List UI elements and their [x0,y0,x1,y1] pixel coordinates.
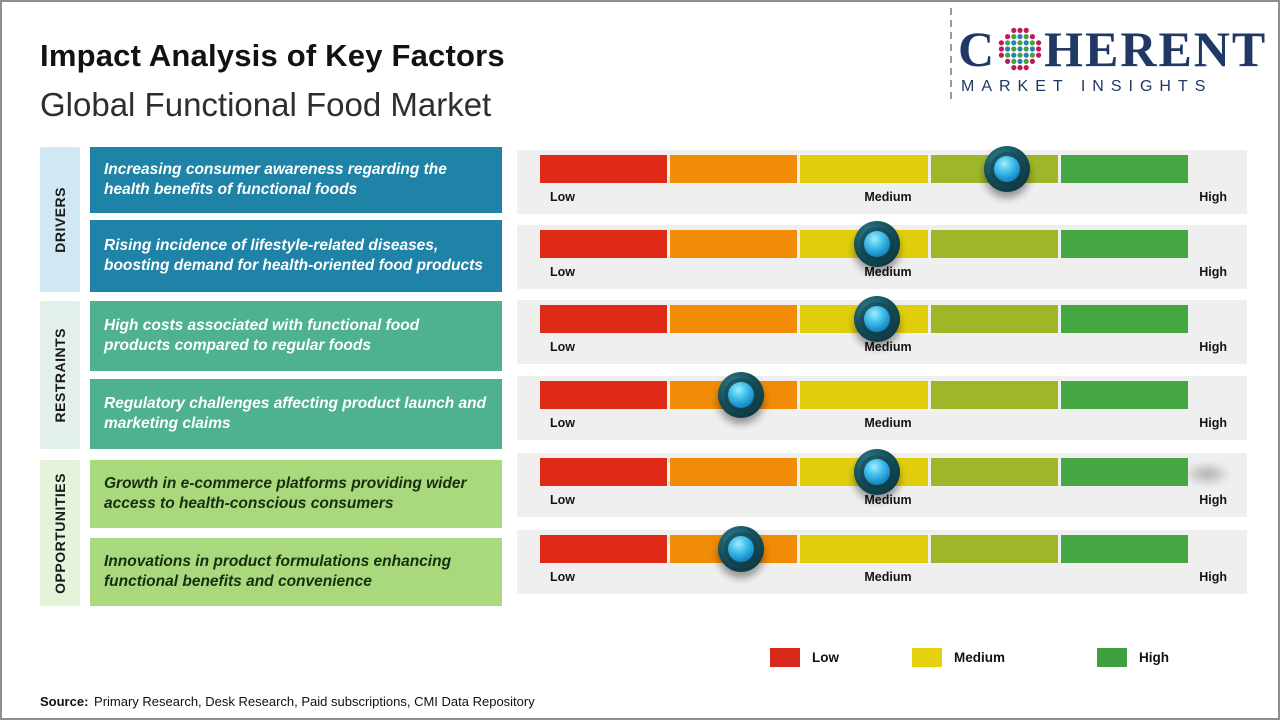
gauge-segment-2 [670,458,798,486]
legend-item-high: High [1097,648,1169,667]
scale-label-low: Low [550,190,575,204]
impact-marker [853,296,900,342]
category-strip-opportunities: OPPORTUNITIES [40,460,80,606]
gauge-segment-3 [800,155,928,183]
factor-box: High costs associated with functional fo… [90,301,502,371]
legend-label: High [1139,650,1169,665]
legend-label: Low [812,650,839,665]
gauge-segment-5 [1060,305,1188,333]
brand-logo: C HERENT MARKET INSIGHTS [958,24,1268,96]
scale-label-low: Low [550,493,575,507]
scale-label-low: Low [550,340,575,354]
category-strip-drivers: DRIVERS [40,147,80,292]
scale-label-low: Low [550,416,575,430]
source-text: Primary Research, Desk Research, Paid su… [90,694,535,709]
gauge-segment-1 [540,535,668,563]
legend-item-medium: Medium [912,648,1005,667]
gauge-segment-5 [1060,535,1188,563]
header-divider [950,8,952,102]
gauge-segment-1 [540,458,668,486]
scale-label-medium: Medium [864,493,912,507]
category-label-opportunities: OPPORTUNITIES [52,472,68,594]
brand-wordmark: C HERENT [958,24,1268,74]
factor-text: Growth in e-commerce platforms providing… [104,474,467,512]
legend-item-low: Low [770,648,839,667]
category-strip-restraints: RESTRAINTS [40,301,80,449]
factor-text: Regulatory challenges affecting product … [104,394,487,432]
brand-tagline: MARKET INSIGHTS [961,78,1213,95]
source-label: Source: [40,694,89,709]
impact-gauge: Low Medium High [517,296,1247,364]
impact-marker [853,221,900,267]
legend-swatch-low [770,648,800,667]
gauge-segment-3 [800,535,928,563]
scale-label-low: Low [550,265,575,279]
factor-box: Growth in e-commerce platforms providing… [90,460,502,528]
factor-text: Innovations in product formulations enha… [104,552,452,590]
impact-gauge: Low Medium High [517,372,1247,440]
gauge-segment-4 [930,305,1058,333]
gauge-segment-1 [540,305,668,333]
impact-gauge: Low Medium High [517,146,1247,214]
factor-text: Increasing consumer awareness regarding … [104,160,447,198]
factor-box: Increasing consumer awareness regarding … [90,147,502,213]
impact-marker [717,372,764,418]
gauge-segment-1 [540,381,668,409]
factor-text: Rising incidence of lifestyle-related di… [104,236,483,274]
gauge-segment-5 [1060,458,1188,486]
gauge-segment-4 [930,381,1058,409]
scale-label-medium: Medium [864,265,912,279]
scale-label-high: High [1199,570,1227,584]
scale-label-medium: Medium [864,416,912,430]
gauge-segment-4 [930,230,1058,258]
source-note: Source: Primary Research, Desk Research,… [40,694,535,709]
brand-text-prefix: C [958,21,997,77]
gauge-segment-5 [1060,230,1188,258]
gauge-segment-3 [800,381,928,409]
gauge-segment-2 [670,230,798,258]
scale-label-medium: Medium [864,570,912,584]
scale-label-high: High [1199,416,1227,430]
scale-label-low: Low [550,570,575,584]
scale-label-high: High [1199,190,1227,204]
shadow-artifact [1183,461,1231,487]
impact-marker [853,449,900,495]
legend-swatch-high [1097,648,1127,667]
scale-label-high: High [1199,493,1227,507]
page-title: Impact Analysis of Key Factors [40,38,505,73]
brand-text-suffix: HERENT [1044,21,1268,77]
gauge-segment-2 [670,155,798,183]
gauge-segment-4 [930,535,1058,563]
gauge-segment-5 [1060,155,1188,183]
legend-label: Medium [954,650,1006,665]
impact-gauge: Low Medium High [517,526,1247,594]
category-label-restraints: RESTRAINTS [52,327,68,423]
factor-text: High costs associated with functional fo… [104,316,420,354]
scale-label-medium: Medium [864,190,912,204]
gauge-segment-4 [930,458,1058,486]
factor-box: Regulatory challenges affecting product … [90,379,502,449]
legend-swatch-medium [912,648,942,667]
factor-box: Innovations in product formulations enha… [90,538,502,606]
impact-gauge: Low Medium High [517,449,1247,517]
factor-box: Rising incidence of lifestyle-related di… [90,220,502,292]
page-subtitle: Global Functional Food Market [40,86,492,123]
gauge-segment-1 [540,155,668,183]
scale-label-medium: Medium [864,340,912,354]
impact-marker [983,146,1030,192]
impact-gauge: Low Medium High [517,221,1247,289]
gauge-segment-2 [670,305,798,333]
impact-marker [717,526,764,572]
gauge-segment-5 [1060,381,1188,409]
scale-label-high: High [1199,265,1227,279]
category-label-drivers: DRIVERS [52,186,68,253]
globe-dots-icon [997,26,1043,72]
scale-label-high: High [1199,340,1227,354]
gauge-segment-1 [540,230,668,258]
